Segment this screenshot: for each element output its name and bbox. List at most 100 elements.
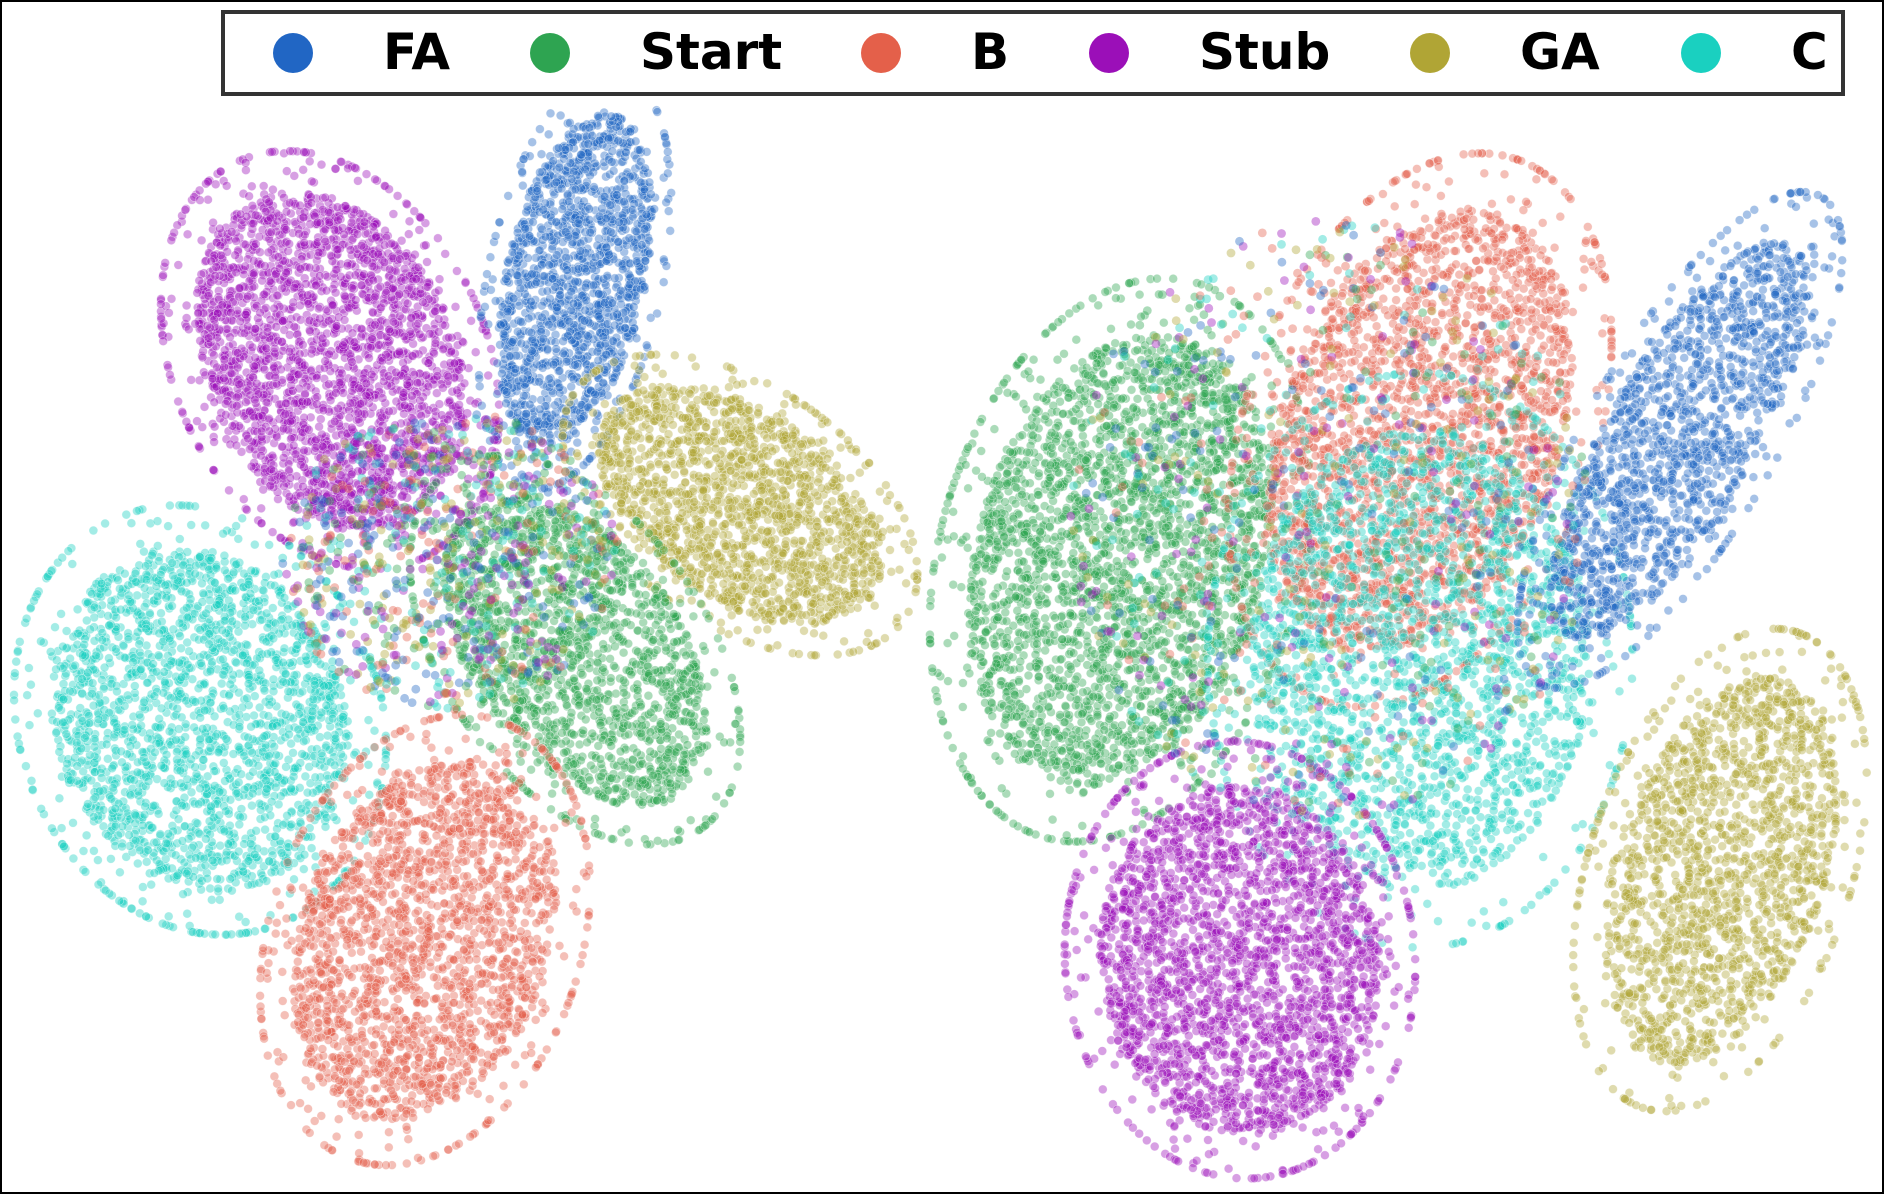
data-point — [335, 493, 344, 502]
data-point — [753, 625, 762, 634]
data-point — [450, 359, 459, 368]
data-point — [594, 290, 603, 299]
data-point — [469, 294, 478, 303]
data-point — [607, 112, 616, 121]
data-point — [290, 399, 299, 408]
data-point — [579, 343, 588, 352]
data-point — [257, 451, 266, 460]
data-point — [315, 422, 324, 431]
data-point — [445, 396, 454, 405]
data-point — [330, 226, 339, 235]
data-point — [609, 167, 618, 176]
data-point — [262, 344, 271, 353]
data-point — [571, 429, 580, 438]
data-point — [630, 199, 639, 208]
data-point — [483, 331, 492, 340]
data-point — [197, 236, 206, 245]
data-point — [362, 379, 371, 388]
data-point — [261, 207, 270, 216]
data-point — [414, 263, 423, 272]
data-point — [264, 248, 273, 257]
data-point — [467, 316, 476, 325]
data-point — [565, 197, 574, 206]
data-point — [187, 376, 196, 385]
data-point — [369, 276, 378, 285]
data-point — [614, 136, 623, 145]
data-point — [567, 175, 576, 184]
data-point — [285, 198, 294, 207]
data-point — [585, 216, 594, 225]
data-point — [569, 299, 578, 308]
data-point — [305, 426, 314, 435]
data-point — [204, 195, 213, 204]
data-point — [663, 169, 672, 178]
data-point — [881, 634, 890, 643]
data-point — [513, 408, 522, 417]
data-point — [298, 341, 307, 350]
data-point — [330, 417, 339, 426]
data-point — [318, 334, 327, 343]
data-point — [608, 147, 617, 156]
data-point — [341, 202, 350, 211]
data-point — [393, 192, 402, 201]
data-point — [198, 353, 207, 362]
data-point — [348, 329, 357, 338]
data-point — [510, 399, 519, 408]
data-point — [632, 257, 641, 266]
data-point — [663, 147, 672, 156]
data-point — [174, 397, 183, 406]
data-point — [212, 263, 221, 272]
data-point — [351, 164, 360, 173]
data-point — [433, 372, 442, 381]
data-point — [332, 322, 341, 331]
data-point — [235, 292, 244, 301]
data-point — [620, 177, 629, 186]
data-point — [495, 218, 504, 227]
data-point — [358, 290, 367, 299]
data-point — [538, 364, 547, 373]
data-point — [576, 247, 585, 256]
data-point — [609, 337, 618, 346]
data-point — [542, 175, 551, 184]
data-point — [666, 226, 675, 235]
data-point — [285, 331, 294, 340]
data-point — [242, 398, 251, 407]
data-point — [537, 150, 546, 159]
data-point — [332, 389, 341, 398]
data-point — [328, 301, 337, 310]
data-point — [248, 343, 257, 352]
data-point — [618, 265, 627, 274]
data-point — [289, 441, 298, 450]
data-point — [354, 409, 363, 418]
data-point — [340, 316, 349, 325]
data-point — [477, 401, 486, 410]
data-point — [249, 219, 258, 228]
data-point — [290, 283, 299, 292]
data-point — [535, 377, 544, 386]
data-point — [498, 369, 507, 378]
data-point — [612, 191, 621, 200]
data-point — [277, 365, 286, 374]
data-point — [395, 347, 404, 356]
data-point — [357, 241, 366, 250]
data-point — [423, 258, 432, 267]
data-point — [631, 137, 640, 146]
data-point — [564, 233, 573, 242]
data-point — [244, 434, 253, 443]
data-point — [544, 130, 553, 139]
data-point — [312, 281, 321, 290]
data-point — [232, 237, 241, 246]
data-point — [184, 325, 193, 334]
data-point — [396, 255, 405, 264]
data-point — [369, 222, 378, 231]
data-point — [371, 321, 380, 330]
data-point — [278, 338, 287, 347]
data-point — [484, 320, 493, 329]
data-point — [581, 165, 590, 174]
data-point — [412, 275, 421, 284]
data-point — [313, 218, 322, 227]
data-point — [258, 276, 267, 285]
data-point — [453, 267, 462, 276]
data-point — [285, 240, 294, 249]
data-point — [209, 218, 218, 227]
